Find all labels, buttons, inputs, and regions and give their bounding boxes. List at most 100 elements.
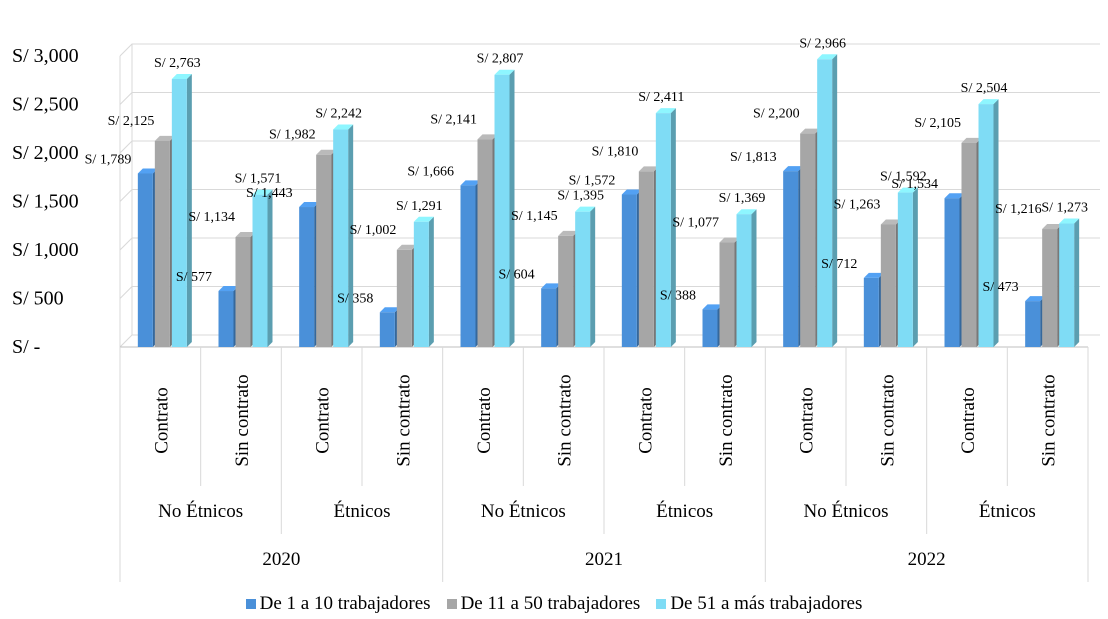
- bar-top: [944, 193, 965, 199]
- y-tick-label: S/ -: [12, 336, 40, 358]
- bar-side: [590, 206, 596, 347]
- data-label: S/ 2,105: [914, 116, 961, 131]
- bar-top: [316, 149, 337, 155]
- legend-label: De 51 a más trabajadores: [670, 593, 863, 614]
- bar-top: [171, 73, 192, 79]
- data-label: S/ 1,592: [880, 170, 927, 185]
- year-label: 2022: [908, 549, 946, 570]
- bar-front: [863, 277, 879, 347]
- bar-top: [558, 230, 579, 236]
- bar-top: [333, 124, 354, 130]
- bar-top: [719, 237, 740, 243]
- y-tick-label: S/ 2,500: [12, 94, 79, 116]
- data-label: S/ 1,813: [730, 150, 777, 165]
- legend-label: De 1 a 10 trabajadores: [259, 593, 431, 614]
- bar-top: [541, 283, 562, 289]
- group-label: Étnicos: [334, 500, 391, 522]
- data-label: S/ 2,242: [315, 107, 362, 122]
- bar: [494, 69, 515, 347]
- category-label: Sin contrato: [393, 374, 414, 466]
- bar-front: [944, 198, 960, 347]
- data-label: S/ 2,411: [638, 90, 684, 105]
- bar-top: [638, 166, 659, 172]
- category-label: Sin contrato: [716, 374, 737, 466]
- bar-top: [477, 134, 498, 140]
- bar-front: [171, 78, 187, 347]
- bar-side: [912, 187, 918, 347]
- data-label: S/ 2,807: [477, 52, 524, 67]
- bar-top: [961, 137, 982, 143]
- bar-front: [333, 129, 349, 347]
- category-label: Sin contrato: [877, 374, 898, 466]
- data-label: S/ 1,216: [995, 202, 1042, 217]
- bar-top: [460, 180, 481, 186]
- bar: [978, 99, 999, 347]
- bar-front: [413, 221, 429, 347]
- bar-top: [897, 187, 918, 193]
- bar-front: [736, 214, 752, 347]
- category-axis: Contrato Sin contrato Contrato Sin contrato…: [119, 347, 1089, 582]
- category-label: Contrato: [151, 387, 172, 454]
- bar-front: [252, 194, 268, 347]
- bar-front: [575, 211, 591, 347]
- bar-front: [655, 113, 671, 348]
- bar: [817, 54, 838, 347]
- bar-front: [299, 207, 315, 347]
- bar-side: [993, 99, 999, 347]
- bar-front: [880, 224, 896, 347]
- category-label: Contrato: [313, 387, 334, 454]
- bar-front: [379, 312, 395, 347]
- y-tick-label: S/ 1,000: [12, 239, 79, 261]
- data-label: S/ 1,002: [350, 223, 397, 238]
- y-tick-label: S/ 500: [12, 288, 64, 310]
- data-label: S/ 358: [337, 291, 373, 306]
- bar-top: [137, 168, 158, 174]
- year-label: 2020: [262, 549, 300, 570]
- bar-front: [477, 139, 493, 347]
- bar-front: [396, 249, 412, 347]
- data-label: S/ 1,571: [235, 172, 282, 187]
- bar: [736, 209, 757, 347]
- bar: [171, 73, 192, 347]
- group-label: No Étnicos: [481, 500, 566, 522]
- legend-item: De 51 a más trabajadores: [656, 593, 862, 615]
- data-label: S/ 388: [660, 288, 696, 303]
- bar-top: [978, 99, 999, 105]
- data-label: S/ 1,572: [569, 174, 616, 189]
- data-labels: S/ 1,789 S/ 577 S/ 1,443 S/ 358 S/ 1,666 S/ 6…: [85, 36, 1088, 306]
- bar-top: [575, 206, 596, 212]
- gridline: [119, 43, 1100, 57]
- bar-front: [1025, 301, 1041, 347]
- y-tick-label: S/ 1,500: [12, 191, 79, 213]
- bar: [1059, 218, 1080, 347]
- bar-top: [154, 135, 175, 141]
- category-label: Contrato: [474, 387, 495, 454]
- bar-front: [494, 74, 510, 347]
- gridline: [119, 92, 1100, 105]
- bar-top: [783, 166, 804, 172]
- bar: [413, 216, 434, 347]
- bar-top: [736, 209, 757, 215]
- bar-front: [316, 154, 332, 347]
- category-label: Sin contrato: [555, 374, 576, 466]
- bar-front: [621, 194, 637, 347]
- data-label: S/ 1,273: [1041, 201, 1088, 216]
- bar-top: [655, 108, 676, 114]
- data-label: S/ 1,789: [85, 152, 132, 167]
- data-label: S/ 2,200: [753, 107, 800, 122]
- bar: [575, 206, 596, 347]
- bar-top: [494, 69, 515, 75]
- bar-front: [638, 171, 654, 347]
- bar-top: [235, 232, 256, 238]
- data-label: S/ 1,443: [246, 186, 293, 201]
- group-label: No Étnicos: [158, 500, 243, 522]
- bar-front: [541, 288, 557, 347]
- group-label: Étnicos: [979, 500, 1036, 522]
- bar: [252, 189, 273, 347]
- bar-top: [299, 202, 320, 208]
- bar-side: [751, 209, 757, 347]
- bar-side: [267, 189, 273, 347]
- bar-top: [817, 54, 838, 60]
- bar-top: [218, 286, 239, 292]
